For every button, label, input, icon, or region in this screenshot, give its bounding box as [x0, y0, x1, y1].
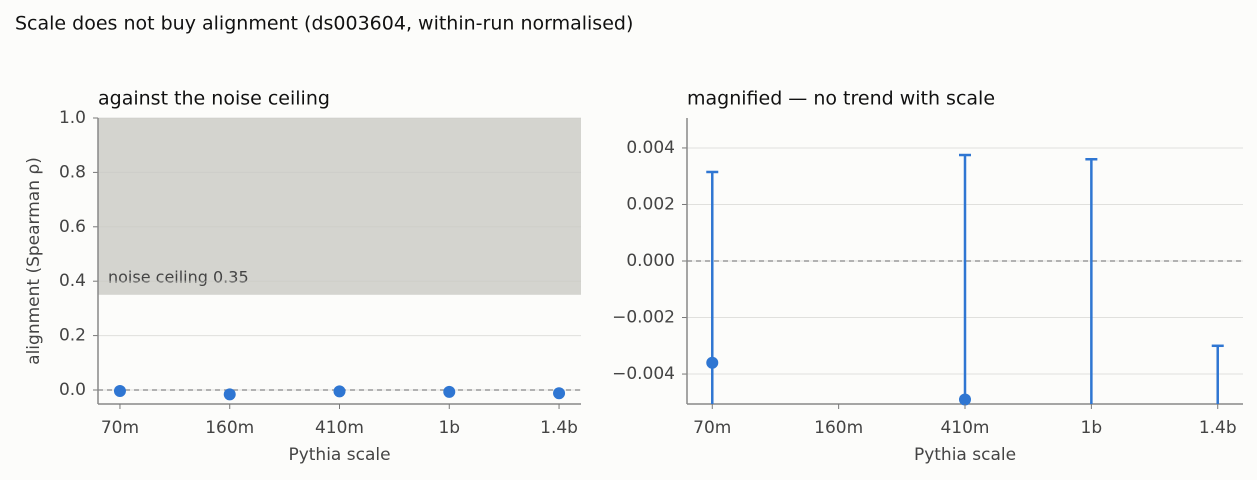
y-tick-label: 0.2 [59, 326, 86, 346]
x-axis-label: Pythia scale [288, 445, 390, 465]
x-tick-label: 1.4b [540, 418, 578, 438]
panel-title: magnified — no trend with scale [687, 88, 995, 110]
chart-title: Scale does not buy alignment (ds003604, … [15, 13, 633, 35]
x-tick-label: 1.4b [1199, 418, 1237, 438]
y-tick-label: 0.8 [59, 162, 86, 182]
y-tick-label: 0.0 [59, 380, 86, 400]
y-tick-label: −0.004 [612, 364, 675, 384]
data-point [443, 385, 456, 398]
x-tick-label: 410m [315, 418, 364, 438]
y-tick-label: 0.4 [59, 271, 86, 291]
data-point [223, 388, 236, 401]
y-tick-label: 0.004 [626, 138, 675, 158]
data-point [553, 387, 566, 400]
y-tick-label: 1.0 [59, 108, 86, 128]
data-point [706, 356, 719, 369]
x-tick-label: 160m [205, 418, 254, 438]
x-axis-label: Pythia scale [914, 445, 1016, 465]
y-tick-label: −0.002 [612, 308, 675, 328]
y-tick-label: 0.6 [59, 217, 86, 237]
data-point [113, 384, 126, 397]
y-axis-label: alignment (Spearman ρ) [24, 157, 44, 365]
y-tick-label: 0.000 [626, 251, 675, 271]
data-point [959, 393, 971, 406]
y-tick-label: 0.002 [626, 194, 675, 214]
data-point [333, 385, 346, 398]
x-tick-label: 1b [1081, 418, 1103, 438]
x-tick-label: 1b [438, 418, 460, 438]
x-tick-label: 160m [814, 418, 863, 438]
panel-title: against the noise ceiling [98, 88, 330, 110]
annotation: noise ceiling 0.35 [108, 267, 249, 286]
x-tick-label: 70m [101, 418, 139, 438]
noise-ceiling-band [98, 118, 581, 295]
x-tick-label: 70m [693, 418, 731, 438]
x-tick-label: 410m [940, 418, 989, 438]
